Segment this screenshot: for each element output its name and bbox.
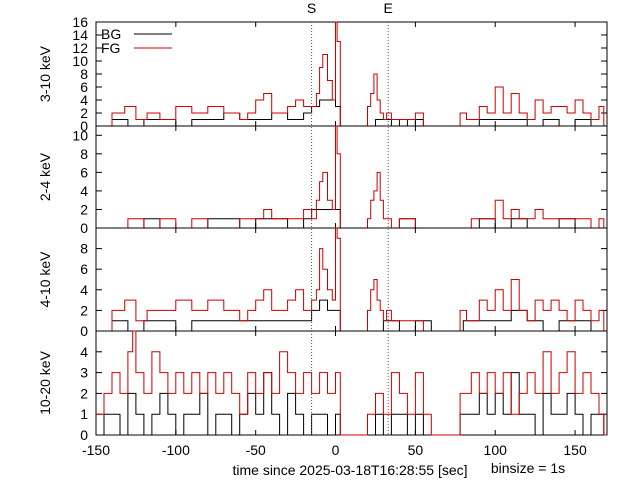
marker-label-e: E xyxy=(384,0,393,16)
y-axis-label: 10-20 keV xyxy=(37,350,53,414)
y-tick-label: 0 xyxy=(80,427,88,443)
series-fg-line xyxy=(96,125,607,229)
y-tick-label: 0 xyxy=(80,323,88,339)
panel-frame xyxy=(95,330,608,436)
y-tick-label: 10 xyxy=(72,53,88,69)
y-tick-label: 4 xyxy=(80,92,88,108)
marker-label-s: S xyxy=(307,0,316,16)
y-tick-label: 0 xyxy=(80,118,88,134)
y-tick-label: 4 xyxy=(80,282,88,298)
x-tick-label: -150 xyxy=(82,442,110,458)
y-tick-label: 8 xyxy=(80,146,88,162)
y-tick-label: 6 xyxy=(80,164,88,180)
y-tick-label: 2 xyxy=(80,105,88,121)
y-tick-label: 2 xyxy=(80,201,88,217)
y-tick-label: 12 xyxy=(72,40,88,56)
y-axis-label: 2-4 keV xyxy=(37,152,53,201)
panel-frame xyxy=(95,125,608,229)
binsize-note: binsize = 1s xyxy=(491,460,565,476)
y-tick-label: 8 xyxy=(80,66,88,82)
series-fg-line xyxy=(96,330,607,436)
y-tick-label: 4 xyxy=(80,344,88,360)
y-axis-label: 3-10 keV xyxy=(37,45,53,102)
y-tick-label: 8 xyxy=(80,241,88,257)
y-axis-label: 4-10 keV xyxy=(37,251,53,308)
panel-1: 0 2 4 6 8 10 2-4 keV xyxy=(37,125,608,236)
legend-bg-label: BG xyxy=(101,26,121,42)
legend-fg-label: FG xyxy=(101,40,120,56)
x-axis: -150 -100 -50 0 50 100 150 xyxy=(82,442,587,458)
y-tick-label: 10 xyxy=(72,127,88,143)
x-tick-label: 0 xyxy=(332,442,340,458)
series-bg-line xyxy=(96,299,607,332)
y-tick-label: 2 xyxy=(80,302,88,318)
y-tick-label: 14 xyxy=(72,27,88,43)
y-tick-label: 3 xyxy=(80,365,88,381)
x-axis-label: time since 2025-03-18T16:28:55 [sec] xyxy=(232,462,467,478)
x-tick-label: 50 xyxy=(408,442,424,458)
panel-frame xyxy=(95,21,608,127)
y-tick-label: 2 xyxy=(80,385,88,401)
y-tick-label: 6 xyxy=(80,79,88,95)
series-bg-line xyxy=(96,372,607,436)
panel-2: 0 2 4 6 8 4-10 keV xyxy=(37,227,608,339)
series-fg-line xyxy=(96,227,607,332)
y-tick-label: 16 xyxy=(72,14,88,30)
panel-frame xyxy=(95,227,608,332)
panel-3: 0 1 2 3 4 10-20 keV xyxy=(37,330,608,443)
y-tick-label: 6 xyxy=(80,261,88,277)
x-tick-label: 100 xyxy=(484,442,508,458)
series-bg-line xyxy=(96,99,607,127)
y-tick-label: 1 xyxy=(80,406,88,422)
series-fg-line xyxy=(96,21,607,127)
x-tick-label: -100 xyxy=(162,442,190,458)
legend: BG FG xyxy=(101,26,172,56)
x-tick-label: -50 xyxy=(246,442,266,458)
x-tick-label: 150 xyxy=(563,442,587,458)
y-tick-label: 4 xyxy=(80,183,88,199)
y-tick-label: 0 xyxy=(80,220,88,236)
